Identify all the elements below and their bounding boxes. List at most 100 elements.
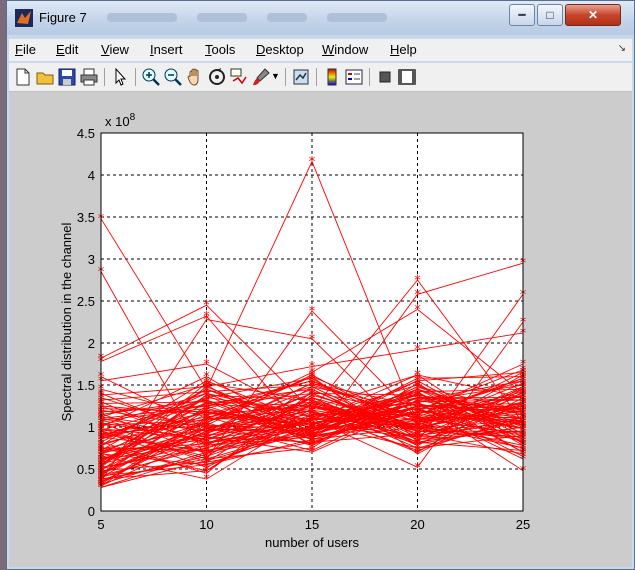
brush-icon[interactable] (251, 67, 271, 87)
x-tick-label: 10 (199, 517, 213, 532)
rotate-3d-icon[interactable] (207, 67, 227, 87)
data-point-marker: * (414, 419, 421, 434)
data-point-marker: * (414, 427, 421, 442)
close-button[interactable]: ✕ (565, 4, 621, 26)
series-line (100, 397, 524, 460)
data-point-marker: * (203, 454, 210, 469)
data-point-marker: * (414, 425, 421, 440)
line-chart[interactable]: ****************************************… (9, 92, 634, 569)
data-point-marker: * (414, 437, 421, 452)
data-point-marker: * (309, 422, 316, 437)
open-folder-icon[interactable] (35, 67, 55, 87)
show-plot-tools-icon[interactable] (397, 67, 417, 87)
data-point-marker: * (203, 405, 210, 420)
data-point-marker: * (203, 419, 210, 434)
data-point-marker: * (203, 425, 210, 440)
blurred-taskbar-text (107, 13, 177, 22)
data-point-marker: * (203, 404, 210, 419)
hide-plot-tools-icon[interactable] (375, 67, 395, 87)
data-point-marker: * (414, 372, 421, 387)
pointer-arrow-icon[interactable] (110, 67, 130, 87)
data-point-marker: * (414, 389, 421, 404)
data-point-marker: * (203, 422, 210, 437)
menu-desktop[interactable]: Desktop (256, 42, 304, 57)
link-plot-icon[interactable] (291, 67, 311, 87)
data-point-marker: * (309, 414, 316, 429)
zoom-out-icon[interactable] (163, 67, 183, 87)
pan-hand-icon[interactable] (185, 67, 205, 87)
data-point-marker: * (203, 461, 210, 476)
data-point-marker: * (309, 379, 316, 394)
save-icon[interactable] (57, 67, 77, 87)
print-icon[interactable] (79, 67, 99, 87)
data-point-marker: * (203, 358, 210, 373)
data-point-marker: * (203, 395, 210, 410)
menu-dock-arrow-icon[interactable]: ↘ (617, 43, 626, 54)
data-point-marker: * (309, 416, 316, 431)
menu-file[interactable]: File (15, 42, 36, 57)
legend-icon[interactable] (344, 67, 364, 87)
data-point-marker: * (309, 446, 316, 461)
y-axis-label: Spectral distribution in the channel (59, 223, 74, 422)
toolbar-separator (285, 68, 286, 86)
data-point-marker: * (203, 425, 210, 440)
colorbar-icon[interactable] (322, 67, 342, 87)
menu-window[interactable]: Window (322, 42, 369, 57)
data-point-marker: * (203, 421, 210, 436)
figure-toolbar: ▼ (9, 63, 632, 92)
data-point-marker: * (414, 391, 421, 406)
data-point-marker: * (309, 436, 316, 451)
data-point-marker: * (414, 461, 421, 476)
y-tick-label: 1.5 (77, 378, 95, 393)
title-bar[interactable]: Figure 7 ━ □ ✕ (7, 1, 634, 35)
menu-edit[interactable]: Edit (56, 42, 79, 57)
y-tick-label: 1 (88, 420, 95, 435)
series-line (100, 388, 524, 438)
data-point-marker: * (414, 391, 421, 406)
data-point-marker: * (203, 456, 210, 471)
data-point-marker: * (309, 433, 316, 448)
y-tick-label: 2.5 (77, 294, 95, 309)
data-point-marker: * (203, 416, 210, 431)
data-point-marker: * (414, 377, 421, 392)
data-point-marker: * (309, 383, 316, 398)
menu-help[interactable]: Help (390, 42, 417, 57)
data-point-marker: * (414, 412, 421, 427)
data-point-marker: * (203, 377, 210, 392)
data-point-marker: * (309, 429, 316, 444)
data-point-marker: * (309, 425, 316, 440)
x-tick-label: 15 (305, 517, 319, 532)
data-point-marker: * (414, 408, 421, 423)
data-point-marker: * (414, 427, 421, 442)
data-point-marker: * (414, 436, 421, 451)
series-line (100, 384, 524, 421)
menu-tools[interactable]: Tools (205, 42, 236, 57)
data-point-marker: * (309, 374, 316, 389)
data-point-marker: * (309, 394, 316, 409)
zoom-in-icon[interactable] (141, 67, 161, 87)
data-point-marker: * (309, 400, 316, 415)
data-point-marker: * (414, 425, 421, 440)
data-point-marker: * (203, 421, 210, 436)
data-point-marker: * (414, 374, 421, 389)
maximize-button[interactable]: □ (537, 4, 563, 26)
data-point-marker: * (203, 422, 210, 437)
menu-view[interactable]: View (101, 42, 129, 57)
data-point-marker: * (414, 416, 421, 431)
brush-dropdown-icon[interactable]: ▼ (271, 71, 280, 81)
data-point-marker: * (309, 444, 316, 459)
menu-insert[interactable]: Insert (150, 42, 183, 57)
new-file-icon[interactable] (13, 67, 33, 87)
data-cursor-icon[interactable] (229, 67, 249, 87)
data-point-marker: * (309, 412, 316, 427)
data-point-marker: * (414, 421, 421, 436)
data-point-marker: * (309, 389, 316, 404)
y-axis-ticks: 0 0.5 1 1.5 2 2.5 3 3.5 4 4.5 (77, 126, 95, 519)
minimize-button[interactable]: ━ (509, 4, 535, 26)
data-point-marker: * (203, 397, 210, 412)
data-point-marker: * (309, 402, 316, 417)
data-point-marker: * (414, 395, 421, 410)
data-point-marker: * (414, 412, 421, 427)
data-point-marker: * (414, 368, 421, 383)
data-point-marker: * (203, 416, 210, 431)
